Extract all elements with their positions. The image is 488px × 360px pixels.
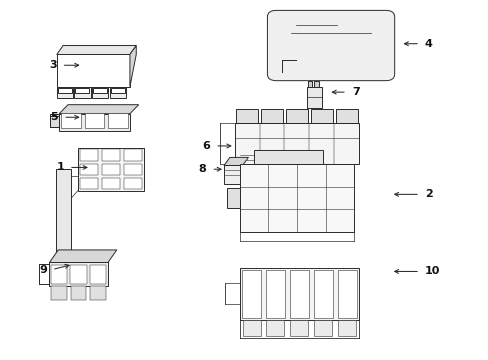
Text: 10: 10 [424, 266, 439, 276]
Bar [234, 122, 358, 164]
Bar [80, 178, 98, 189]
Bar [51, 265, 67, 284]
Bar [102, 178, 120, 189]
Bar [290, 320, 308, 336]
Text: 5: 5 [50, 112, 58, 122]
Bar [110, 87, 126, 98]
Text: 1: 1 [56, 162, 64, 172]
Text: 6: 6 [202, 141, 210, 151]
Polygon shape [224, 157, 248, 166]
Polygon shape [49, 250, 117, 262]
Bar [80, 163, 98, 175]
Bar [123, 178, 142, 189]
Bar [78, 148, 143, 191]
Text: 9: 9 [39, 265, 47, 275]
Text: 3: 3 [49, 60, 57, 70]
Bar [307, 81, 312, 87]
Bar [239, 268, 358, 320]
Text: 2: 2 [424, 189, 432, 199]
Bar [313, 270, 332, 318]
Circle shape [55, 253, 72, 266]
Bar [239, 164, 353, 232]
Bar [261, 109, 283, 122]
FancyBboxPatch shape [267, 10, 394, 81]
Bar [58, 88, 71, 93]
Bar [242, 320, 260, 336]
Bar [306, 87, 321, 108]
Bar [285, 109, 307, 122]
Polygon shape [130, 45, 136, 87]
Bar [337, 320, 355, 336]
Bar [236, 109, 258, 122]
Bar [90, 265, 106, 284]
Bar [93, 88, 107, 93]
Polygon shape [59, 105, 139, 114]
Bar [102, 163, 120, 175]
Bar [70, 265, 86, 284]
Bar [111, 88, 124, 93]
Polygon shape [57, 45, 136, 54]
Circle shape [60, 257, 67, 262]
Bar [61, 113, 81, 128]
Text: 4: 4 [424, 39, 432, 49]
Bar [310, 109, 332, 122]
Bar [56, 169, 71, 270]
Bar [74, 87, 90, 98]
Bar [314, 320, 331, 336]
Bar [266, 320, 284, 336]
Bar [71, 286, 86, 300]
Bar [224, 166, 242, 184]
Bar [84, 113, 104, 128]
Bar [265, 270, 285, 318]
Bar [289, 270, 308, 318]
Bar [75, 88, 89, 93]
Bar [123, 149, 142, 161]
Bar [227, 188, 239, 208]
Bar [254, 149, 322, 164]
Bar [50, 114, 59, 127]
Bar [51, 286, 66, 300]
Bar [314, 81, 318, 87]
Bar [49, 262, 108, 286]
Bar [242, 270, 261, 318]
Bar [335, 109, 357, 122]
Bar [108, 113, 128, 128]
Text: 7: 7 [351, 87, 359, 97]
Bar [80, 149, 98, 161]
Bar [123, 163, 142, 175]
Bar [57, 87, 73, 98]
Bar [90, 286, 105, 300]
Bar [102, 149, 120, 161]
Text: 8: 8 [198, 164, 206, 174]
Bar [59, 114, 130, 131]
Bar [92, 87, 108, 98]
Bar [57, 54, 130, 87]
Bar [337, 270, 356, 318]
